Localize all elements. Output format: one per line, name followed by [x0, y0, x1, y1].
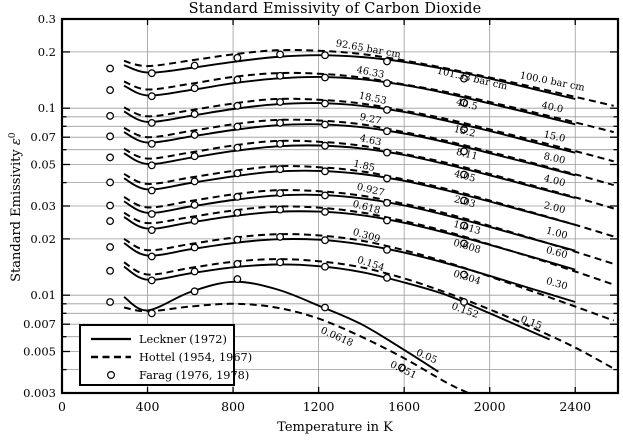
svg-text:2000: 2000 [474, 399, 506, 414]
svg-text:101.33 bar cm: 101.33 bar cm [436, 66, 509, 93]
svg-text:0.60: 0.60 [545, 245, 569, 261]
leckner-solid-curve-8.00 [123, 123, 576, 177]
y-tick-labels: 0.3 0.2 0.1 0.07 0.05 0.03 0.02 0.01 0.007 0.005 0… [23, 12, 56, 400]
svg-text:1.00: 1.00 [545, 226, 569, 242]
svg-text:0.03: 0.03 [30, 199, 56, 213]
hottel-dashed-curve-1.85 [123, 165, 614, 238]
legend-label: Farag (1976, 1978) [139, 368, 250, 382]
solid-line-icon [91, 337, 131, 341]
svg-text:4.05: 4.05 [453, 169, 477, 185]
leckner-solid-curve-100.0-bar-cm [123, 54, 576, 100]
svg-text:0.01: 0.01 [30, 288, 56, 302]
hottel-dashed-curve-0.0618 [123, 302, 469, 393]
svg-text:0.30: 0.30 [545, 276, 569, 293]
svg-text:8.00: 8.00 [542, 151, 566, 167]
hottel-dashed-curve-0.154 [123, 258, 615, 370]
y-axis-label: Standard Emissivity ε0 [7, 132, 25, 282]
svg-text:0.3: 0.3 [38, 12, 56, 26]
svg-text:1600: 1600 [388, 399, 420, 414]
svg-text:0.02: 0.02 [30, 232, 56, 246]
svg-text:0.007: 0.007 [23, 317, 56, 331]
legend-item-hottel: Hottel (1954, 1967) [90, 348, 252, 366]
svg-text:0: 0 [58, 399, 66, 414]
hottel-dashed-curve-0.309 [123, 233, 615, 322]
svg-text:0.07: 0.07 [30, 130, 56, 144]
svg-text:0.2: 0.2 [38, 45, 56, 59]
legend-item-farag: Farag (1976, 1978) [90, 366, 249, 384]
hottel-dashed-curve-46.33 [123, 71, 614, 134]
svg-text:46.33: 46.33 [356, 65, 386, 81]
circle-marker-icon [107, 370, 116, 380]
svg-text:0.1: 0.1 [38, 101, 56, 115]
svg-text:0.927: 0.927 [356, 182, 386, 199]
svg-text:0.15: 0.15 [519, 314, 543, 332]
axis-ticks [61, 18, 618, 394]
svg-text:1200: 1200 [303, 399, 335, 414]
leckner-solid-curve-40.0 [123, 75, 576, 126]
svg-text:2.00: 2.00 [542, 200, 566, 216]
svg-text:0.0618: 0.0618 [319, 325, 355, 349]
svg-text:40.5: 40.5 [455, 97, 479, 113]
chart-title: Standard Emissivity of Carbon Dioxide [188, 1, 482, 17]
svg-text:0.003: 0.003 [23, 386, 56, 400]
svg-text:8.11: 8.11 [455, 147, 479, 163]
svg-text:15.2: 15.2 [453, 124, 477, 140]
svg-text:2400: 2400 [559, 399, 591, 414]
svg-text:400: 400 [136, 399, 160, 414]
svg-text:800: 800 [221, 399, 245, 414]
svg-text:1.85: 1.85 [352, 158, 376, 174]
svg-text:40.0: 40.0 [540, 100, 564, 115]
hottel-dashed-curve-18.53 [123, 97, 614, 163]
hottel-dashed-curve-9.27 [123, 118, 614, 187]
svg-text:100.0 bar cm: 100.0 bar cm [519, 70, 586, 93]
svg-text:9.27: 9.27 [359, 112, 383, 127]
leckner-solid-curve-15.0 [123, 102, 576, 154]
leckner-solid-curve-2.00 [123, 169, 576, 226]
svg-text:0.05: 0.05 [30, 158, 56, 172]
legend-label: Leckner (1972) [139, 332, 227, 346]
leckner-solid-curve-1.00 [123, 193, 576, 252]
leckner-solid-curve-4.00 [123, 144, 576, 199]
svg-text:15.0: 15.0 [542, 129, 566, 145]
hottel-dashed-curve-4.63 [123, 139, 614, 210]
svg-text:0.005: 0.005 [23, 345, 56, 359]
legend-box: Leckner (1972) Hottel (1954, 1967) Farag… [79, 324, 252, 386]
curves [123, 49, 615, 393]
legend-label: Hottel (1954, 1967) [139, 350, 253, 364]
x-tick-labels: 0 400 800 1200 1600 2000 2400 [58, 399, 591, 414]
svg-text:2.03: 2.03 [453, 194, 477, 210]
x-axis-label: Temperature in K [277, 420, 393, 435]
svg-text:4.00: 4.00 [542, 173, 566, 189]
hottel-dashed-curve-0.927 [123, 189, 614, 265]
legend-item-leckner: Leckner (1972) [90, 330, 233, 348]
leckner-solid-curve-0.05 [123, 280, 439, 373]
leckner-solid-curve-0.60 [123, 210, 576, 271]
farag-markers [106, 50, 468, 372]
leckner-solid-curve-0.30 [123, 238, 576, 303]
dashed-line-icon [91, 355, 131, 359]
svg-text:4.63: 4.63 [359, 133, 383, 149]
